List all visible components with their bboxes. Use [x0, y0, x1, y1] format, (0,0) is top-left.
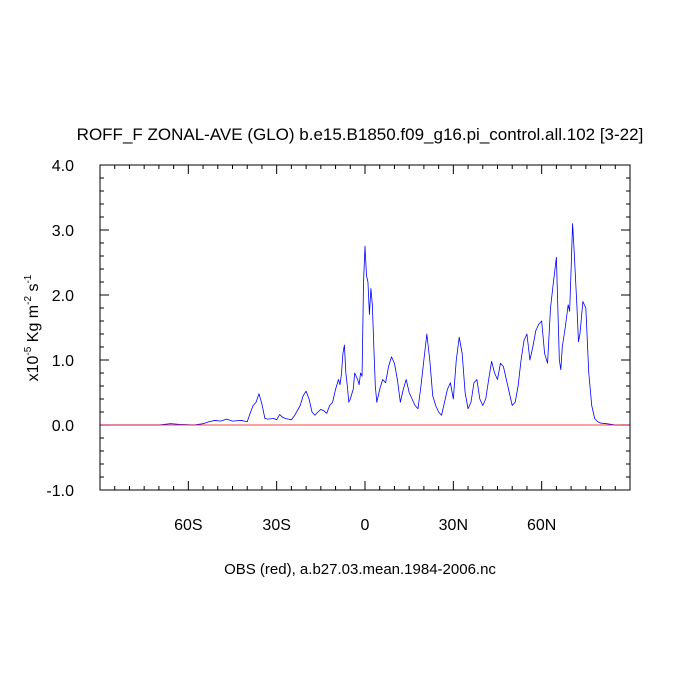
y-tick-label: 4.0	[52, 158, 74, 175]
y-label-mid2: s	[25, 284, 42, 296]
x-tick-label: 30N	[439, 517, 468, 534]
y-tick-label: -1.0	[46, 483, 74, 500]
y-label-mid: Kg m	[25, 305, 42, 347]
tick-labels: 60S 30S 0 30N 60N -1.0 0.0 1.0 2.0 3.0 4.0	[46, 158, 556, 534]
y-label-exp1: -5	[23, 346, 34, 355]
x-tick-label: 0	[361, 517, 370, 534]
y-tick-label: 1.0	[52, 353, 74, 370]
y-label-exp2: -2	[23, 296, 34, 305]
y-tick-label: 3.0	[52, 223, 74, 240]
y-label-prefix: x10	[25, 355, 42, 381]
chart-title: ROFF_F ZONAL-AVE (GLO) b.e15.B1850.f09_g…	[77, 125, 644, 144]
plot-frame	[99, 164, 631, 491]
x-tick-label: 60N	[527, 517, 556, 534]
x-tick-label: 60S	[174, 517, 202, 534]
series-line-0	[100, 223, 630, 426]
y-tick-label: 2.0	[52, 288, 74, 305]
axis-ticks	[99, 164, 631, 491]
x-axis-label: OBS (red), a.b27.03.mean.1984-2006.nc	[224, 561, 496, 578]
y-axis-label: x10-5 Kg m-2 s-1	[23, 274, 42, 381]
x-tick-label: 30S	[262, 517, 290, 534]
y-tick-label: 0.0	[52, 418, 74, 435]
svg-text:x10-5 Kg m-2 s-1: x10-5 Kg m-2 s-1	[23, 274, 42, 381]
y-label-exp3: -1	[23, 274, 34, 283]
series-layer	[100, 223, 630, 426]
